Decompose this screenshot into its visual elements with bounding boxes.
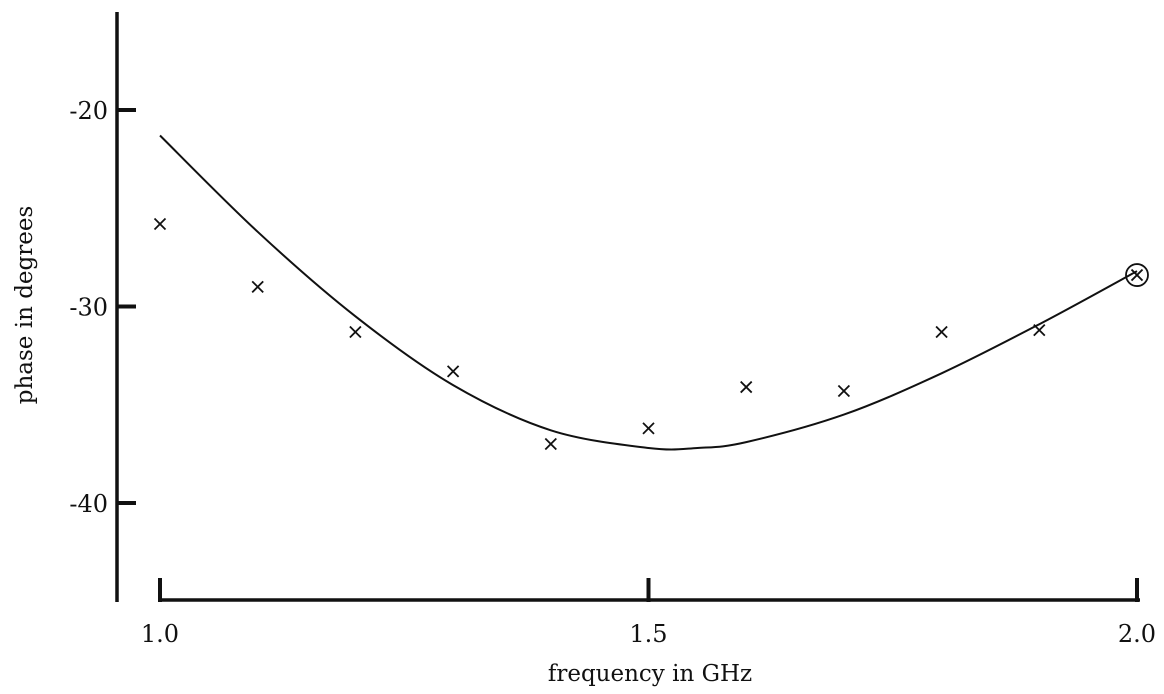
data-point-marker (1033, 323, 1046, 337)
data-point-marker (349, 325, 362, 339)
y-axis-title: phase in degrees (12, 206, 38, 405)
series-line-curve (159, 134, 1138, 451)
y-tick-label: -40 (69, 490, 108, 518)
data-point-marker (251, 280, 264, 293)
axes (115, 12, 1140, 602)
data-point-marker (446, 365, 460, 378)
x-ticks: 1.0 1.5 2.0 (141, 578, 1156, 648)
x-axis-title: frequency in GHz (548, 661, 752, 687)
data-point-marker (153, 217, 167, 231)
data-point-marker (837, 384, 851, 398)
data-points (153, 217, 1149, 451)
data-point-marker (642, 422, 655, 435)
data-point-marker (544, 437, 557, 451)
x-tick-label: 1.5 (629, 620, 667, 648)
data-point-marker (935, 325, 948, 339)
data-point-marker (1130, 268, 1144, 282)
y-tick-label: -30 (69, 294, 108, 322)
x-tick-label: 2.0 (1118, 620, 1156, 648)
y-tick-label: -20 (69, 97, 108, 125)
x-tick-label: 1.0 (141, 620, 179, 648)
data-point-marker (740, 380, 753, 394)
circled-point-ring (1125, 263, 1149, 287)
y-ticks: -20 -30 -40 (69, 97, 136, 518)
